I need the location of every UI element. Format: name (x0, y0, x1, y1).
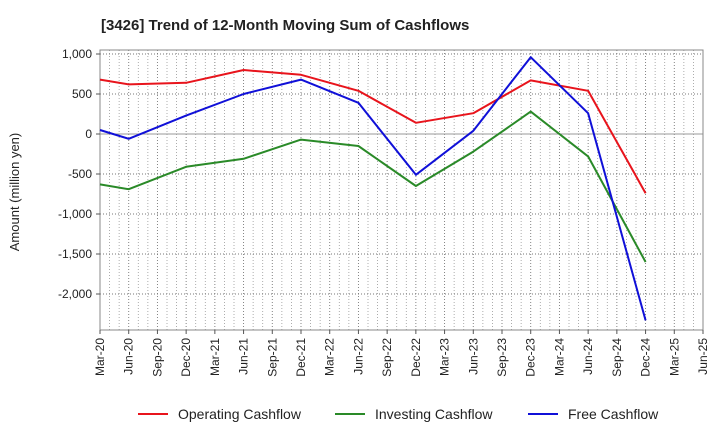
y-tick-label: -1,000 (58, 207, 92, 221)
legend-label: Operating Cashflow (178, 406, 302, 422)
y-tick-label: 1,000 (62, 47, 92, 61)
chart-title: [3426] Trend of 12-Month Moving Sum of C… (101, 17, 469, 34)
grid-major (99, 50, 704, 330)
x-tick-label: Mar-20 (93, 338, 107, 376)
y-tick-label: -2,000 (58, 287, 92, 301)
series-line (99, 56, 647, 321)
y-tick-label: -500 (68, 167, 92, 181)
x-tick-label: Mar-21 (208, 338, 222, 376)
x-tick-label: Dec-22 (409, 338, 423, 377)
x-tick-label: Dec-20 (179, 338, 193, 377)
x-tick-label: Mar-25 (667, 338, 681, 376)
legend-label: Free Cashflow (568, 406, 659, 422)
x-tick-label: Mar-24 (552, 338, 566, 376)
x-tick-label: Sep-22 (380, 338, 394, 377)
x-axis: Mar-20 Jun-20 Sep-20 Dec-20 Mar-21 Jun-21 Sep-… (93, 330, 710, 377)
x-tick-label: Jun-22 (351, 338, 365, 375)
x-tick-label: Jun-24 (581, 338, 595, 375)
x-tick-label: Jun-21 (237, 338, 251, 375)
series-line (99, 110, 647, 263)
y-tick-label: -1,500 (58, 247, 92, 261)
x-tick-label: Jun-25 (696, 338, 710, 375)
x-tick-label: Dec-21 (294, 338, 308, 377)
x-tick-label: Sep-20 (150, 338, 164, 377)
y-tick-label: 500 (72, 87, 92, 101)
x-tick-label: Mar-23 (438, 338, 452, 376)
x-tick-label: Sep-24 (610, 338, 624, 377)
y-axis-label: Amount (million yen) (7, 133, 22, 252)
series-line (99, 69, 647, 194)
x-tick-label: Jun-23 (466, 338, 480, 375)
x-tick-label: Jun-20 (122, 338, 136, 375)
legend: Operating Cashflow Investing Cashflow Free… (138, 406, 659, 422)
x-tick-label: Sep-21 (265, 338, 279, 377)
x-tick-label: Sep-23 (495, 338, 509, 377)
x-tick-label: Dec-23 (524, 338, 538, 377)
legend-label: Investing Cashflow (375, 406, 493, 422)
x-tick-label: Dec-24 (639, 338, 653, 377)
plot-border (99, 49, 704, 331)
y-axis: 1,000 500 0 -500 -1,000 -1,500 -2,000 (58, 47, 100, 301)
plot-area: 1,000 500 0 -500 -1,000 -1,500 -2,000 Mar-20 Jun… (58, 47, 710, 377)
x-tick-label: Mar-22 (323, 338, 337, 376)
y-tick-label: 0 (85, 127, 92, 141)
